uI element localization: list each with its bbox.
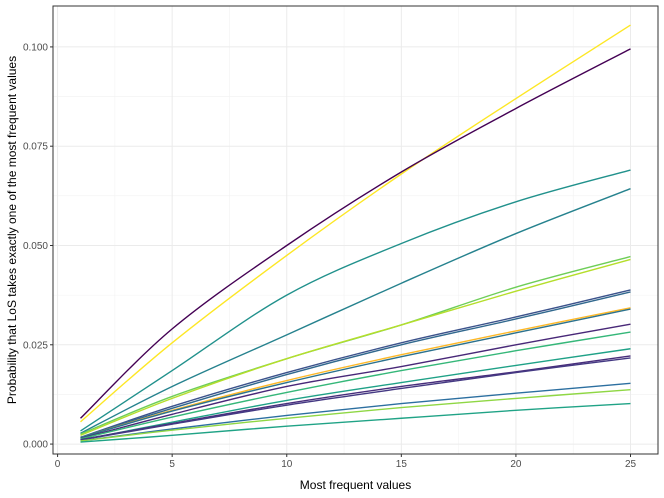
series-line-13 xyxy=(80,348,631,441)
series-line-15 xyxy=(80,357,631,441)
x-tick-label: 0 xyxy=(55,459,61,470)
x-tick-label: 20 xyxy=(510,459,522,470)
series-line-6 xyxy=(80,258,631,436)
series-line-7 xyxy=(80,289,631,438)
series-line-11 xyxy=(80,323,631,440)
series-line-9 xyxy=(80,307,631,439)
series-line-8 xyxy=(80,291,631,438)
y-axis-title: Probability that LoS takes exactly one o… xyxy=(5,56,19,404)
series-line-1 xyxy=(80,24,631,423)
series-line-3 xyxy=(80,169,631,432)
panel-border xyxy=(52,5,659,455)
y-tick-label: 0.000 xyxy=(23,440,48,451)
series-line-12 xyxy=(80,331,631,440)
y-tick-label: 0.025 xyxy=(23,340,48,351)
series-line-16 xyxy=(80,382,631,442)
grid-major xyxy=(53,6,658,454)
series-line-17 xyxy=(80,388,631,442)
series-line-14 xyxy=(80,355,631,441)
x-tick-label: 10 xyxy=(281,459,293,470)
series-line-18 xyxy=(80,402,631,443)
y-axis: 0.000 0.025 0.050 0.075 0.100 xyxy=(23,42,53,451)
series-line-4 xyxy=(80,188,631,434)
x-axis: 0 5 10 15 20 25 xyxy=(55,454,637,470)
y-tick-label: 0.100 xyxy=(23,42,48,53)
series-line-2 xyxy=(80,48,631,419)
series-layer xyxy=(80,24,631,443)
y-tick-label: 0.050 xyxy=(23,241,48,252)
y-tick-label: 0.075 xyxy=(23,142,48,153)
x-tick-label: 25 xyxy=(625,459,637,470)
series-line-10 xyxy=(80,308,631,439)
x-tick-label: 15 xyxy=(396,459,408,470)
x-tick-label: 5 xyxy=(169,459,175,470)
x-axis-title: Most frequent values xyxy=(300,478,411,492)
